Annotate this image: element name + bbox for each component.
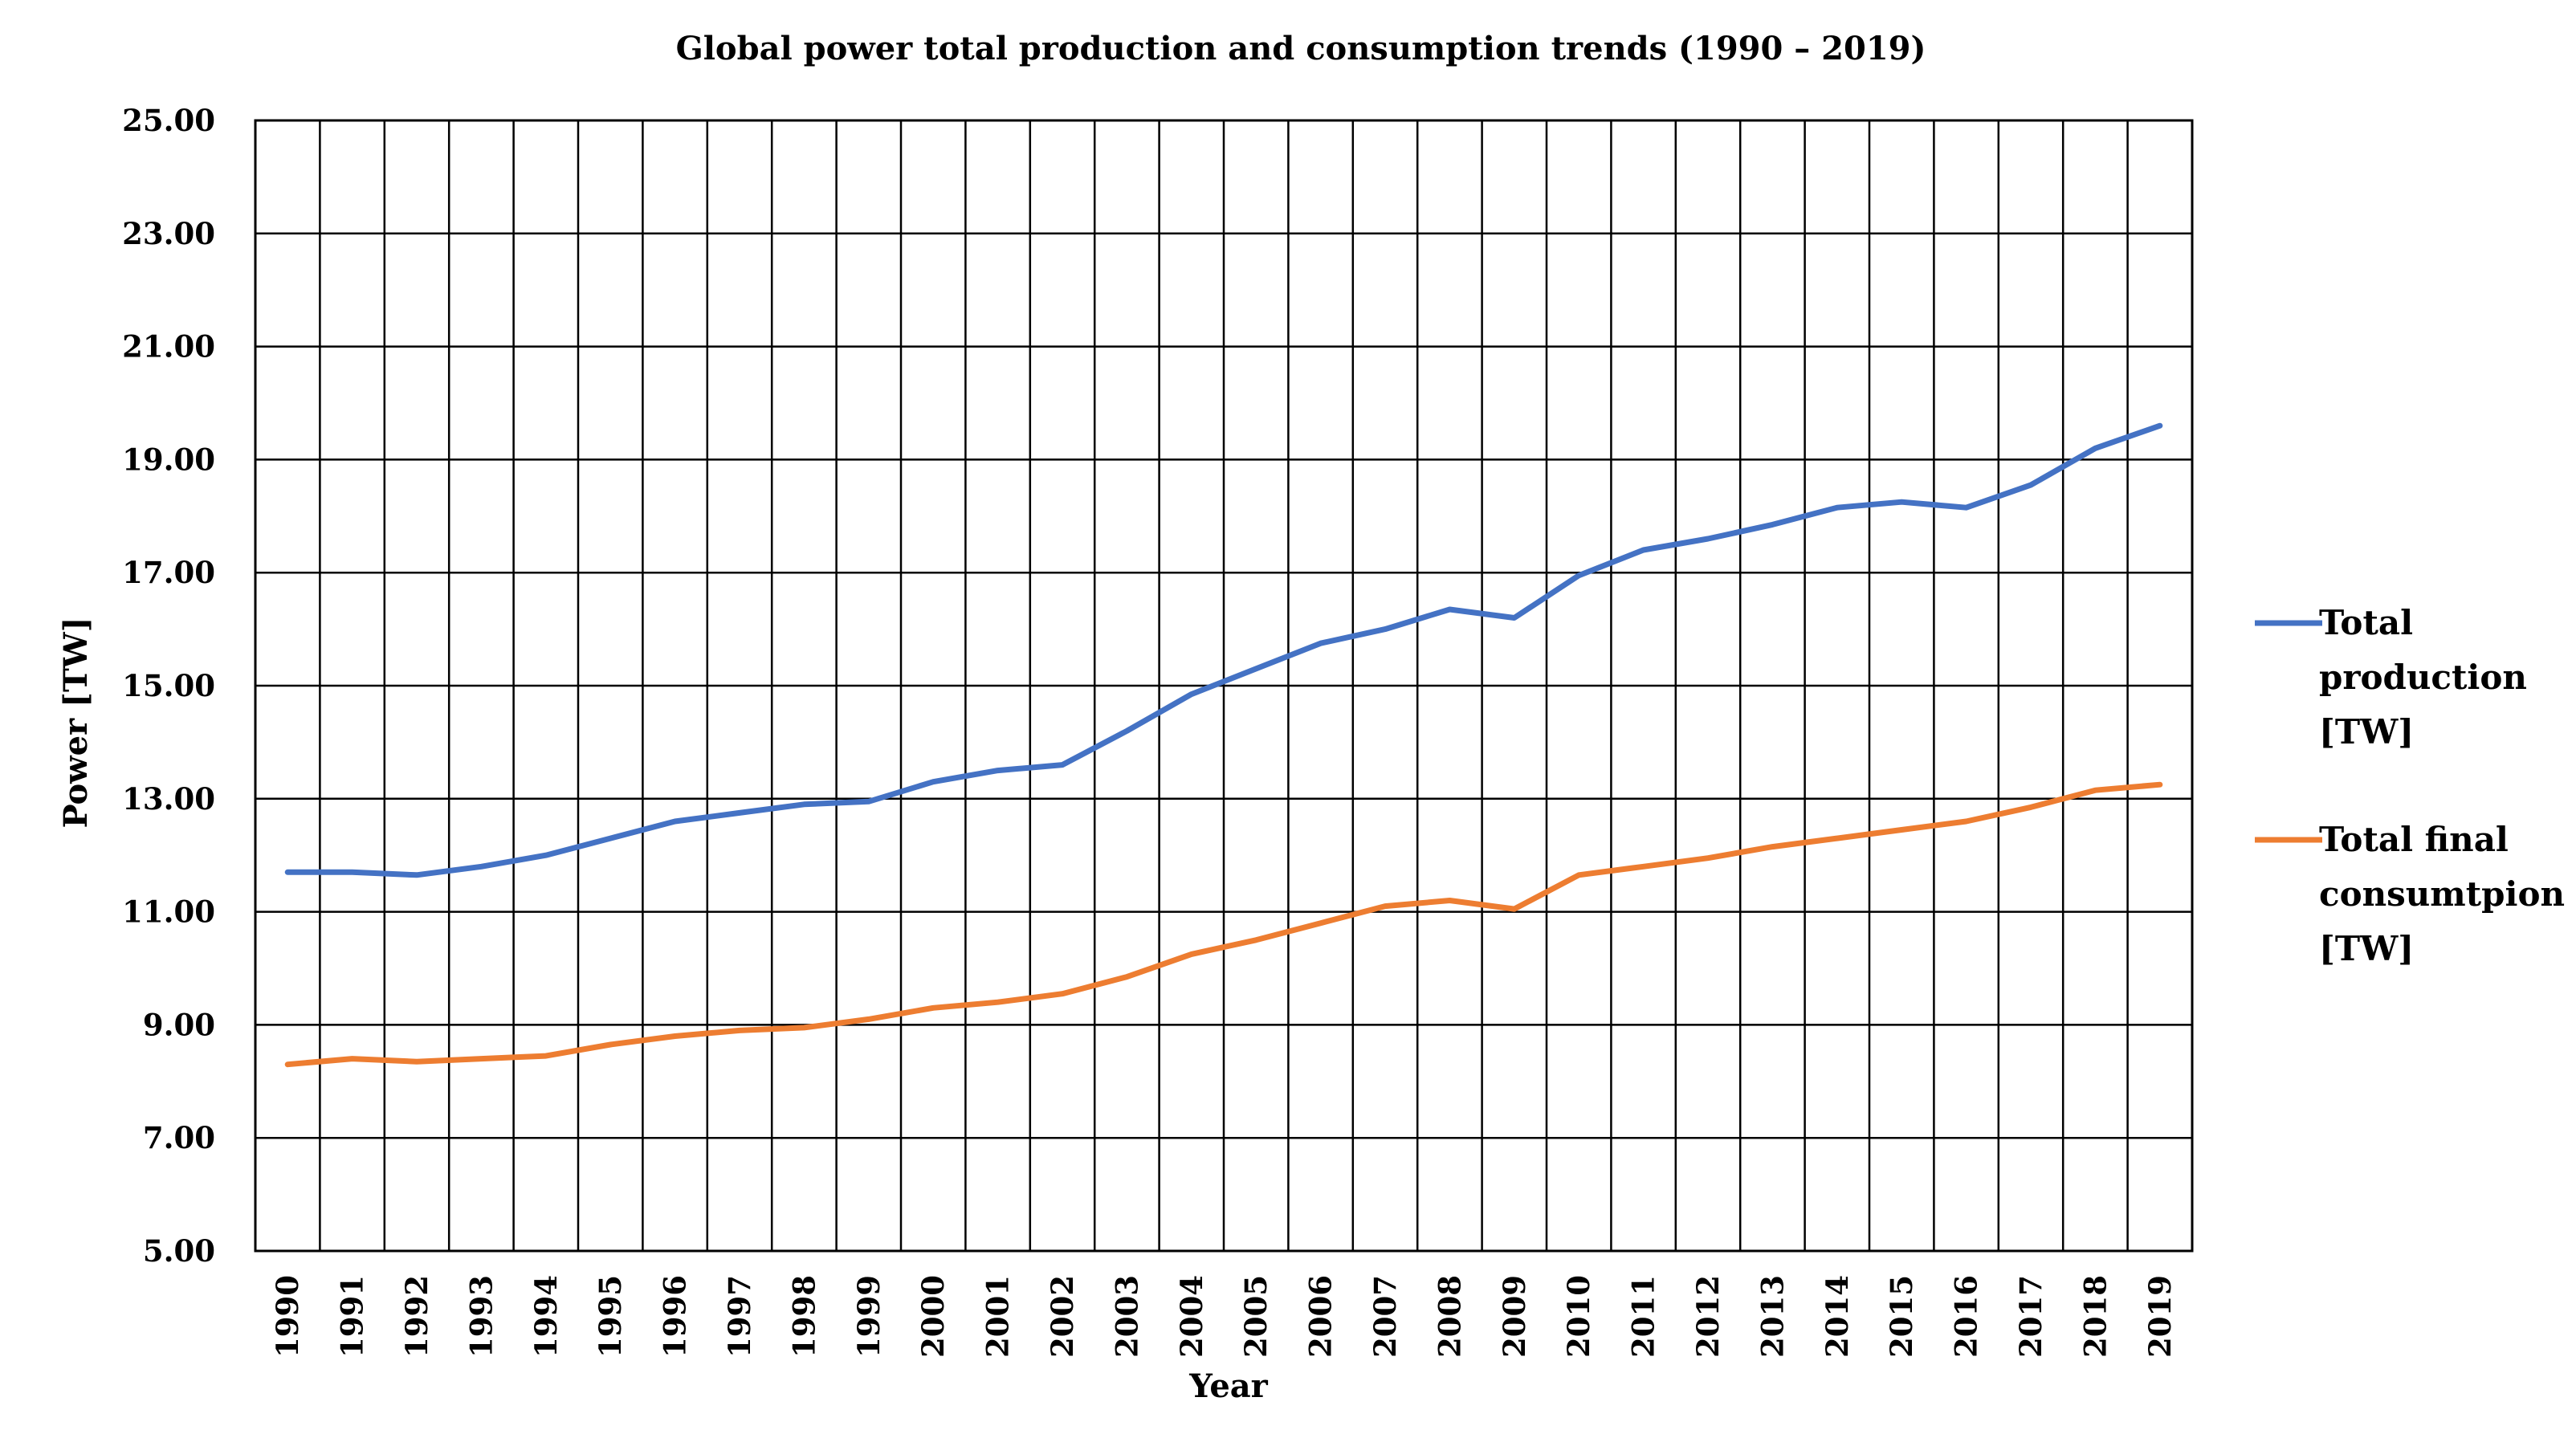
- x-tick-label: 2004: [1174, 1275, 1209, 1358]
- y-tick-label: 15.00: [122, 668, 215, 703]
- y-tick-label: 25.00: [122, 103, 215, 138]
- y-tick-label: 9.00: [143, 1007, 215, 1042]
- x-tick-label: 2001: [980, 1275, 1016, 1358]
- x-tick-label: 1992: [399, 1275, 434, 1358]
- y-axis-ticks: 5.00 7.00 9.00 11.00 13.00 15.00 17.00 19.00 21.…: [122, 103, 215, 1269]
- x-tick-label: 2009: [1497, 1275, 1532, 1358]
- x-tick-label: 1991: [335, 1275, 370, 1358]
- x-tick-label: 1990: [270, 1275, 305, 1358]
- x-tick-label: 2007: [1367, 1275, 1403, 1358]
- y-tick-label: 13.00: [122, 781, 215, 817]
- x-axis-label: Year: [1188, 1367, 1268, 1405]
- y-tick-label: 21.00: [122, 329, 215, 365]
- legend-label: [TW]: [2319, 712, 2414, 752]
- y-tick-label: 7.00: [143, 1120, 215, 1155]
- x-tick-label: 2019: [2142, 1275, 2178, 1358]
- x-tick-label: 2002: [1045, 1275, 1080, 1358]
- series-line-total-production: [284, 422, 2163, 878]
- y-tick-label: 11.00: [122, 894, 215, 930]
- x-tick-label: 2003: [1109, 1275, 1144, 1358]
- x-tick-label: 2010: [1561, 1275, 1596, 1358]
- x-tick-label: 1994: [528, 1275, 564, 1358]
- legend: Total production [TW] Total final consumtpio…: [2255, 603, 2565, 968]
- x-tick-label: 2008: [1432, 1275, 1467, 1358]
- legend-label: production: [2319, 658, 2527, 697]
- series-lines: [284, 422, 2163, 1068]
- grid-lines: [254, 119, 2194, 1253]
- y-tick-label: 19.00: [122, 442, 215, 477]
- x-tick-label: 2005: [1238, 1275, 1274, 1358]
- x-tick-label: 2000: [915, 1275, 951, 1358]
- legend-entry: Total production [TW]: [2255, 603, 2527, 752]
- x-tick-label: 1999: [851, 1275, 887, 1358]
- y-tick-label: 23.00: [122, 216, 215, 251]
- x-tick-label: 1998: [786, 1275, 821, 1358]
- plot-frame: [254, 119, 2194, 1253]
- x-tick-label: 2013: [1755, 1275, 1790, 1358]
- x-tick-label: 2015: [1884, 1275, 1919, 1358]
- x-tick-label: 2014: [1820, 1275, 1855, 1358]
- series-line-total-final-consumption: [284, 781, 2163, 1068]
- y-tick-label: 5.00: [143, 1233, 215, 1269]
- chart-title: Global power total production and consum…: [676, 30, 1926, 67]
- y-axis-label: Power [TW]: [57, 617, 95, 828]
- legend-label: consumtpion: [2319, 874, 2565, 914]
- legend-label: Total final: [2319, 820, 2509, 859]
- x-tick-label: 1995: [593, 1275, 628, 1358]
- x-tick-label: 1996: [658, 1275, 693, 1358]
- legend-label: Total: [2319, 603, 2413, 642]
- x-tick-label: 2018: [2077, 1275, 2113, 1358]
- x-axis-ticks: 1990 1991 1992 1993 1994 1995 1996 1997 1998 1999…: [270, 1275, 2178, 1358]
- x-tick-label: 1993: [463, 1275, 499, 1358]
- x-tick-label: 2012: [1690, 1275, 1726, 1358]
- x-tick-label: 1997: [722, 1275, 757, 1358]
- x-tick-label: 2016: [1949, 1275, 1984, 1358]
- x-tick-label: 2011: [1626, 1275, 1661, 1358]
- legend-entry: Total final consumtpion [TW]: [2255, 820, 2565, 968]
- legend-label: [TW]: [2319, 929, 2414, 968]
- x-tick-label: 2017: [2013, 1275, 2048, 1358]
- y-tick-label: 17.00: [122, 555, 215, 590]
- x-tick-label: 2006: [1303, 1275, 1339, 1358]
